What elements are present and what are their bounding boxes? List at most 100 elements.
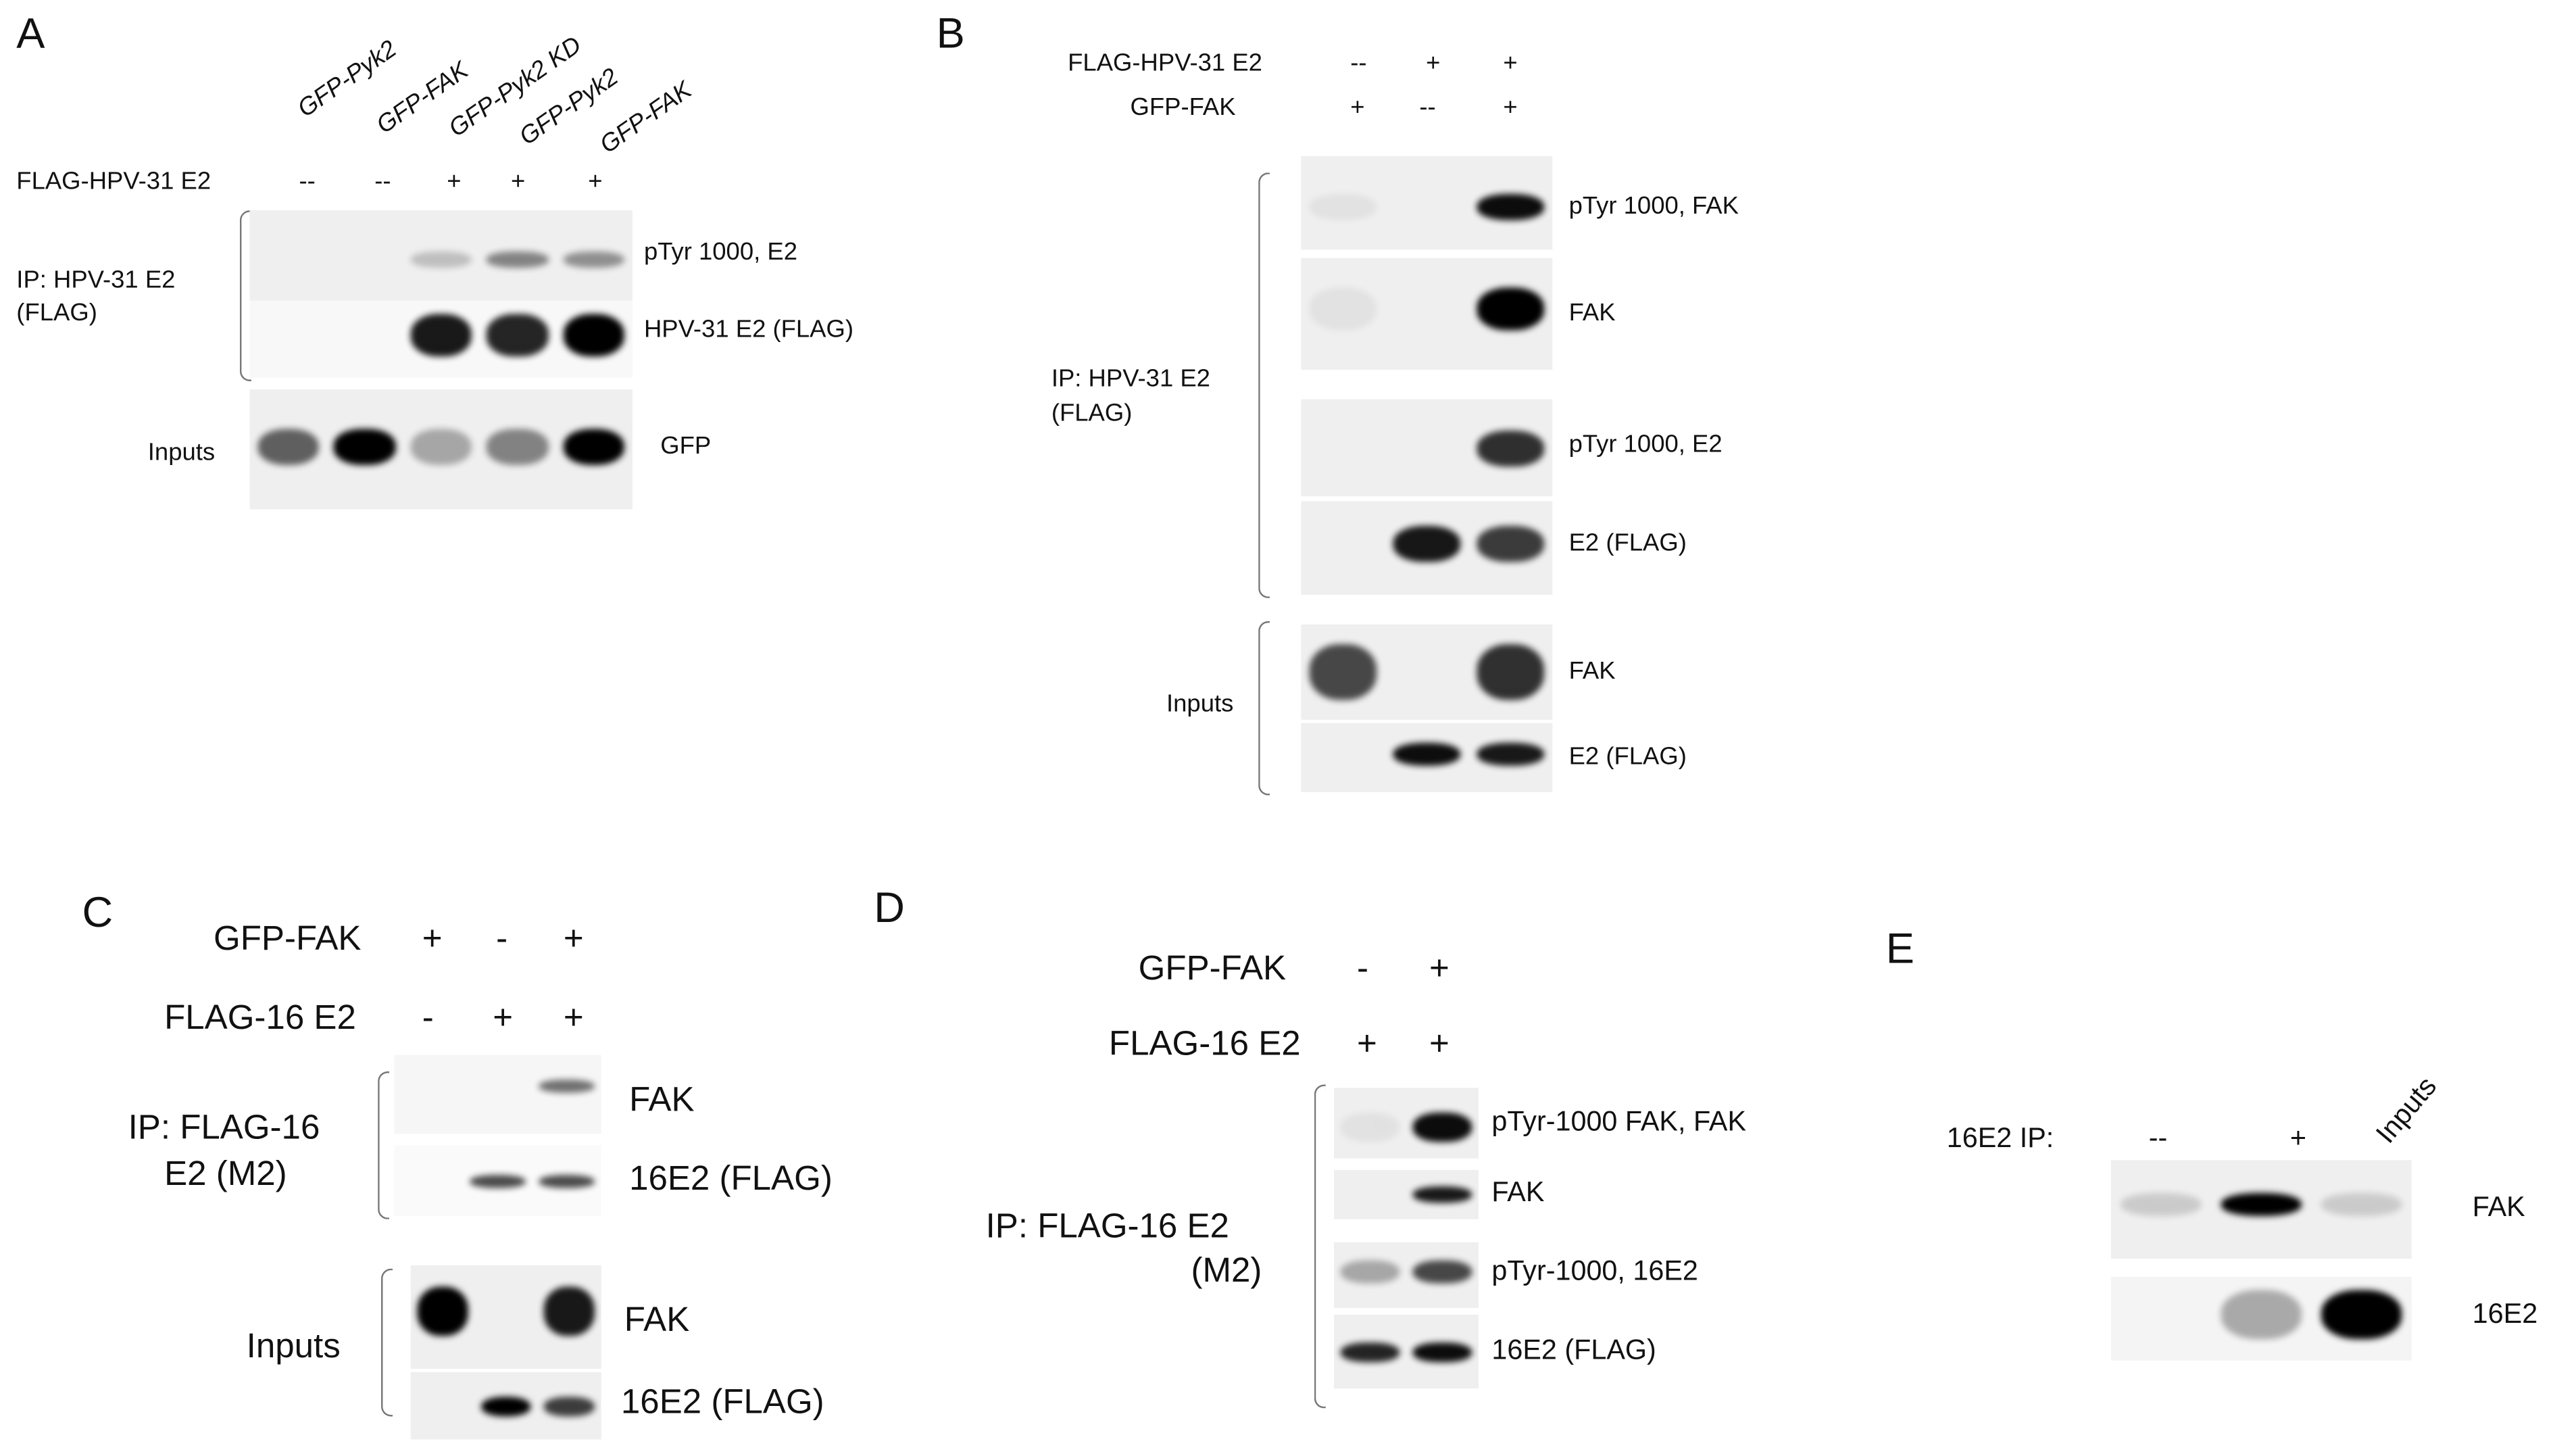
band — [563, 314, 625, 357]
panel-b-label: B — [936, 8, 965, 58]
blot-hpv31-e2 — [249, 300, 633, 379]
panel-a-label: A — [16, 8, 45, 58]
band — [2321, 1192, 2402, 1216]
blot-input-e2 — [1301, 723, 1553, 792]
band — [1413, 1111, 1472, 1142]
sign: + — [1429, 1025, 1450, 1063]
sign: + — [422, 920, 443, 958]
band — [417, 1287, 468, 1337]
blot-input-16e2 — [410, 1372, 601, 1440]
blot-label: pTyr-1000 FAK, FAK — [1491, 1106, 1747, 1138]
band — [563, 429, 625, 466]
band — [1477, 742, 1544, 766]
sign: + — [563, 920, 584, 958]
blot-16e2-flag — [1333, 1314, 1479, 1389]
band — [1477, 429, 1544, 466]
band — [1341, 1260, 1400, 1284]
panel-e-label: E — [1885, 923, 1914, 973]
sign: - — [422, 999, 434, 1037]
sign: + — [1357, 1025, 1377, 1063]
blot-ptyr-16e2 — [1333, 1242, 1479, 1309]
band — [1413, 1341, 1472, 1362]
sign: - — [496, 920, 508, 958]
blot-input-fak — [410, 1265, 601, 1369]
band — [2221, 1290, 2302, 1340]
ip-label: IP: FLAG-16 E2 — [985, 1207, 1229, 1246]
ip-label: IP: HPV-31 E2 — [1051, 364, 1210, 393]
blot-label: 16E2 (FLAG) — [629, 1160, 833, 1198]
blot-fak — [1301, 258, 1553, 370]
band — [2121, 1192, 2202, 1216]
band — [410, 314, 472, 357]
blot-16e2 — [2110, 1276, 2412, 1361]
row-label: FLAG-HPV-31 E2 — [1068, 49, 1262, 78]
blot-ptyr-fak — [1301, 155, 1553, 250]
band — [257, 429, 319, 466]
bracket — [1258, 172, 1270, 598]
band — [539, 1079, 595, 1094]
inputs-label: Inputs — [1166, 690, 1234, 719]
sign: + — [1503, 49, 1518, 78]
band — [544, 1396, 595, 1416]
ip-label: (FLAG) — [16, 299, 97, 327]
band — [334, 429, 395, 466]
row-label: GFP-FAK — [1138, 950, 1287, 988]
bracket — [239, 210, 251, 381]
row-label: 16E2 IP: — [1946, 1122, 2054, 1154]
blot-label: 16E2 (FLAG) — [620, 1383, 824, 1422]
band — [487, 314, 549, 357]
band — [1341, 1111, 1400, 1142]
band — [1477, 194, 1544, 221]
ip-label: (FLAG) — [1051, 399, 1133, 428]
band — [1341, 1341, 1400, 1362]
bracket — [1258, 621, 1270, 796]
panel-c-label: C — [82, 887, 114, 937]
panel-d-label: D — [874, 882, 905, 932]
blot-fak — [394, 1054, 601, 1134]
sign: + — [511, 167, 526, 196]
ip-label: IP: HPV-31 E2 — [16, 266, 176, 295]
blot-label: FAK — [1568, 657, 1616, 685]
band — [2221, 1192, 2302, 1216]
row-label: FLAG-16 E2 — [1108, 1025, 1301, 1063]
band — [563, 251, 625, 268]
band — [487, 251, 549, 268]
sign: + — [1429, 950, 1450, 988]
ip-label: (M2) — [1191, 1252, 1262, 1290]
blot-label: HPV-31 E2 (FLAG) — [643, 315, 854, 344]
band — [1413, 1186, 1472, 1203]
blot-ptyr-e2 — [1301, 399, 1553, 497]
inputs-label: Inputs — [147, 439, 216, 467]
blot-fak — [1333, 1169, 1479, 1219]
sign: + — [1350, 93, 1365, 122]
band — [1393, 742, 1460, 766]
row-label: FLAG-HPV-31 E2 — [16, 167, 212, 196]
sign: + — [1503, 93, 1518, 122]
blot-label: FAK — [624, 1301, 690, 1340]
blot-label: FAK — [1491, 1176, 1545, 1208]
band — [1477, 644, 1544, 700]
blot-fak — [2110, 1160, 2412, 1259]
blot-label: GFP — [660, 432, 712, 460]
blot-label: E2 (FLAG) — [1568, 742, 1687, 771]
blot-label: FAK — [629, 1081, 695, 1119]
blot-label: 16E2 — [2472, 1298, 2538, 1330]
blot-ptyr-e2 — [249, 210, 633, 301]
sign: -- — [374, 167, 391, 196]
sign: + — [1426, 49, 1441, 78]
band — [410, 429, 472, 466]
band — [487, 429, 549, 466]
sign: + — [588, 167, 603, 196]
blot-label: pTyr 1000, E2 — [1568, 430, 1723, 459]
blot-label: pTyr 1000, E2 — [643, 238, 798, 266]
band — [1309, 287, 1377, 330]
sign: -- — [1350, 49, 1367, 78]
blot-input-fak — [1301, 624, 1553, 720]
bracket — [378, 1071, 390, 1219]
sign: -- — [299, 167, 316, 196]
sign: -- — [2148, 1122, 2168, 1154]
band — [539, 1173, 595, 1188]
band — [2321, 1290, 2402, 1340]
band — [1393, 525, 1460, 562]
